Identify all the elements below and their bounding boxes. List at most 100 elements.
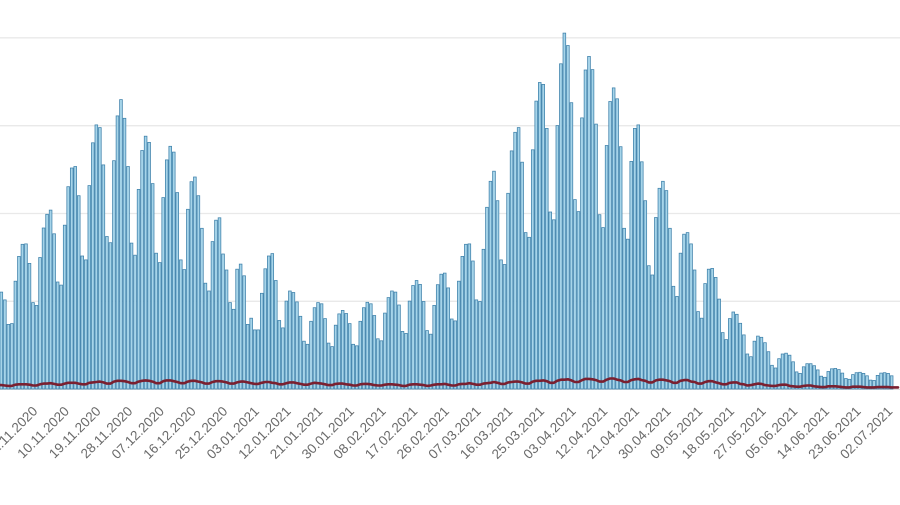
- case-bar: [830, 368, 834, 390]
- case-bar: [552, 219, 556, 390]
- case-bar: [288, 290, 292, 390]
- case-bar: [576, 211, 581, 390]
- case-bar: [696, 311, 700, 390]
- case-bar: [281, 327, 285, 390]
- case-bar: [724, 339, 728, 390]
- case-bar: [330, 346, 334, 390]
- case-bar: [305, 343, 310, 390]
- case-bar: [847, 378, 852, 390]
- case-bar: [217, 217, 222, 390]
- case-bar: [689, 243, 693, 390]
- case-bar: [703, 283, 707, 390]
- case-bar: [235, 268, 239, 390]
- case-bar: [875, 375, 880, 390]
- case-bar: [105, 236, 109, 390]
- case-bar: [692, 269, 697, 390]
- case-bar: [812, 365, 816, 390]
- case-bar: [214, 219, 218, 390]
- case-bar: [678, 252, 683, 390]
- case-bar: [340, 310, 345, 390]
- case-bar: [319, 303, 324, 390]
- case-bar: [858, 371, 862, 390]
- case-bar: [675, 296, 679, 390]
- case-bar: [882, 372, 887, 390]
- case-bar: [889, 375, 894, 390]
- case-bar: [312, 307, 317, 390]
- case-bar: [682, 233, 686, 390]
- case-bar: [735, 313, 739, 390]
- case-bar: [763, 342, 767, 390]
- case-bar: [749, 356, 753, 390]
- case-bar: [38, 257, 42, 390]
- case-bar: [685, 232, 690, 390]
- case-bar: [203, 282, 208, 390]
- case-bar: [668, 227, 672, 390]
- case-bar: [351, 343, 355, 390]
- case-bar: [583, 69, 588, 390]
- case-bar: [717, 298, 721, 390]
- case-bar: [865, 375, 869, 390]
- case-bar: [872, 380, 876, 390]
- case-bar: [333, 324, 338, 390]
- case-bar: [245, 324, 250, 390]
- case-bar: [347, 323, 352, 390]
- case-bar: [98, 127, 102, 390]
- case-bar: [773, 367, 778, 390]
- case-bar: [756, 335, 760, 390]
- case-bar: [207, 290, 211, 390]
- case-bar: [52, 233, 56, 390]
- case-bar: [713, 277, 718, 390]
- case-bar: [344, 313, 348, 390]
- case-bar: [509, 150, 514, 390]
- case-bar: [499, 259, 503, 390]
- case-bar: [397, 304, 401, 390]
- case-bar: [851, 374, 855, 390]
- case-bar: [766, 351, 771, 390]
- case-bar: [425, 330, 429, 390]
- case-bar: [263, 268, 267, 390]
- case-bar: [411, 285, 415, 390]
- case-bar: [805, 363, 809, 390]
- case-bar: [538, 82, 542, 390]
- case-bar: [640, 161, 644, 390]
- case-bar: [837, 369, 841, 390]
- case-bar: [647, 265, 651, 390]
- case-bar: [189, 181, 194, 390]
- case-bar: [84, 259, 88, 390]
- case-bar: [129, 242, 134, 390]
- case-bar: [439, 273, 443, 390]
- case-bar: [94, 124, 99, 390]
- case-bar: [161, 197, 165, 390]
- case-bar: [77, 195, 81, 390]
- case-bar: [284, 300, 289, 390]
- case-bar: [784, 352, 788, 390]
- case-bar: [597, 214, 602, 390]
- case-bar: [154, 252, 158, 390]
- case-bar: [555, 125, 560, 390]
- case-bar: [481, 248, 486, 390]
- case-bar: [823, 376, 827, 390]
- case-bar: [478, 301, 482, 390]
- case-bar: [421, 301, 426, 390]
- case-bar: [112, 160, 116, 390]
- case-bar: [808, 363, 813, 390]
- case-bar: [383, 312, 387, 390]
- case-bar: [618, 146, 623, 390]
- case-bar: [548, 211, 553, 390]
- case-bar: [31, 302, 35, 390]
- case-bar: [587, 56, 591, 390]
- case-bar: [393, 291, 398, 390]
- case-bar: [369, 303, 373, 390]
- case-bar: [464, 243, 468, 390]
- case-bar: [608, 101, 612, 390]
- case-bar: [520, 161, 524, 390]
- case-bar: [446, 287, 450, 390]
- case-bar: [471, 260, 475, 390]
- case-bar: [337, 313, 341, 390]
- case-bar: [414, 280, 419, 390]
- case-bar: [108, 242, 113, 390]
- case-bar: [3, 299, 7, 390]
- case-bar: [530, 149, 535, 390]
- case-bar: [143, 135, 148, 390]
